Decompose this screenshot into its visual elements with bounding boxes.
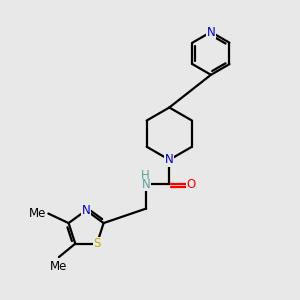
Text: O: O xyxy=(186,178,195,191)
Text: N: N xyxy=(207,26,215,38)
Text: Me: Me xyxy=(28,207,46,220)
Text: N: N xyxy=(165,153,174,166)
Text: S: S xyxy=(93,237,100,250)
Text: N: N xyxy=(82,204,91,217)
Text: Me: Me xyxy=(50,260,68,273)
Text: N: N xyxy=(142,178,151,191)
Text: H: H xyxy=(141,169,150,182)
